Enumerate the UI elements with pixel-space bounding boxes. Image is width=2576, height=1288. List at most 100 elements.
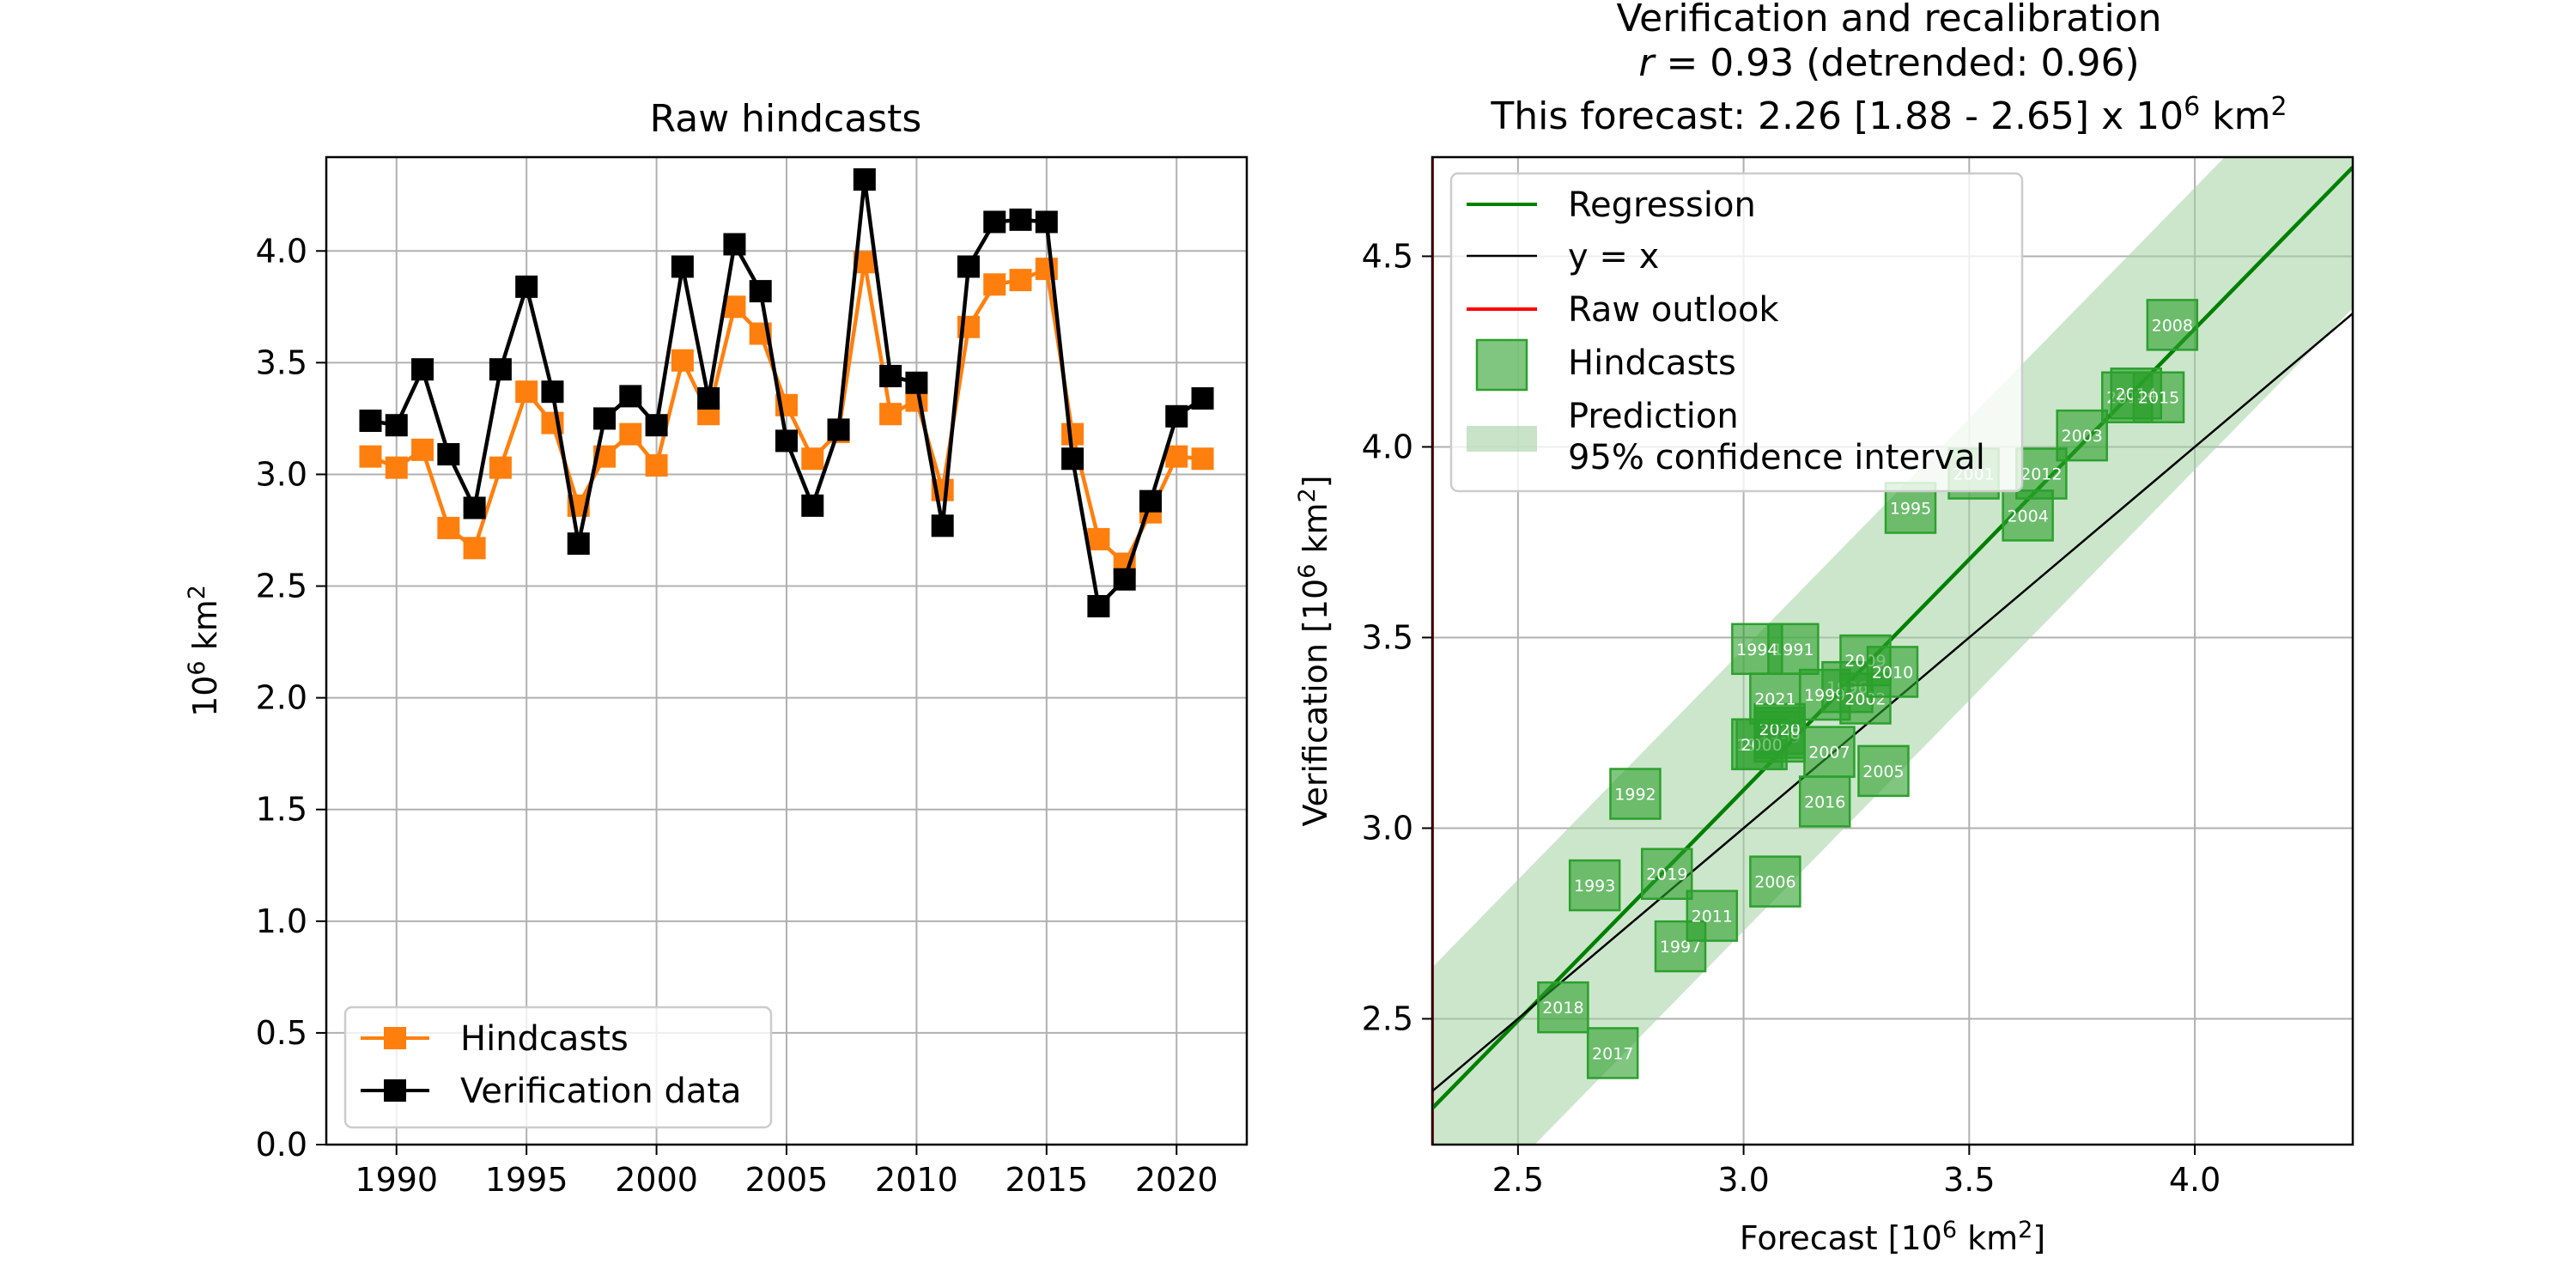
left-x-tick-label: 2020 [1135, 1161, 1218, 1199]
legend-hindcasts-scatter-label: Hindcasts [1568, 343, 1736, 383]
legend-ci-label: 95% confidence interval [1568, 438, 1985, 477]
legend-hindcasts-label: Hindcasts [460, 1019, 629, 1059]
left-x-tick-label: 2010 [875, 1161, 958, 1199]
hindcast-point [1803, 726, 1856, 778]
hindcast-point [1749, 672, 1801, 725]
hindcast-year-label: 2003 [2062, 427, 2103, 446]
right-plot-area: 1989199019911992199319941995199619971998… [1432, 157, 2353, 1145]
right-x-axis-label: Forecast [106 km2] [1740, 1217, 2045, 1257]
legend-prediction-label: Prediction [1568, 397, 1739, 436]
hindcast-year-label: 1999 [1804, 686, 1845, 705]
verification-marker [983, 210, 1006, 234]
hindcast-point [1609, 768, 1662, 820]
left-chart-title: Raw hindcasts [650, 97, 922, 141]
hindcast-year-label: 1995 [1890, 499, 1931, 518]
hindcast-marker [463, 537, 486, 560]
verification-marker [905, 371, 928, 394]
right-y-tick-label: 3.0 [1362, 809, 1413, 847]
hindcast-year-label: 2015 [2138, 389, 2179, 408]
hindcast-point [1798, 775, 1851, 828]
hindcast-point [1586, 1027, 1639, 1079]
right-x-tick-label: 4.0 [2169, 1161, 2221, 1199]
hindcast-year-label: 1994 [1736, 641, 1777, 659]
left-x-tick-label: 1990 [355, 1161, 438, 1199]
legend-hindcasts-marker [384, 1027, 406, 1049]
verification-marker [385, 414, 408, 437]
hindcast-marker [983, 273, 1006, 296]
verification-marker [1087, 594, 1110, 617]
verification-marker [1009, 208, 1032, 231]
left-y-tick-label: 1.5 [256, 791, 307, 829]
verification-marker [645, 414, 668, 437]
regression-line [1432, 166, 2353, 1110]
verification-marker [827, 418, 850, 441]
hindcast-year-label: 2012 [2020, 465, 2062, 484]
hindcast-marker [645, 454, 668, 477]
verification-marker [593, 407, 617, 430]
verification-marker [879, 364, 902, 387]
hindcast-point [1654, 920, 1707, 973]
legend-verification-label: Verification data [460, 1072, 742, 1111]
left-ticks: 1990 1995 2000 2005 2010 2015 2020 0.0 0.5 1.0 1.5… [256, 232, 1218, 1199]
hindcast-marker [359, 445, 382, 468]
hindcast-marker [1165, 445, 1188, 468]
left-legend-box [343, 1005, 773, 1129]
hindcast-year-label: 1992 [1614, 786, 1656, 805]
left-series [359, 168, 1214, 617]
hindcast-year-label: 2010 [1872, 663, 1913, 682]
hindcast-marker [1087, 527, 1110, 550]
verification-marker [1061, 447, 1084, 471]
verification-marker [853, 168, 876, 191]
right-axes-frame [1431, 155, 2354, 1146]
right-ticks: 2.5 3.0 3.5 4.0 2.5 3.0 3.5 4.0 4.5 [1362, 237, 2221, 1199]
left-y-tick-label: 3.5 [256, 343, 307, 381]
left-y-axis-label: 106 km2 [184, 585, 224, 717]
right-y-tick-label: 4.0 [1362, 428, 1413, 465]
right-y-tick-label: 2.5 [1362, 999, 1413, 1037]
verification-marker [931, 514, 954, 538]
hindcast-point [1568, 859, 1621, 912]
verification-marker [437, 443, 460, 466]
hindcast-marker [1009, 269, 1032, 292]
verification-marker [515, 275, 538, 298]
legend-verification-marker [384, 1079, 406, 1102]
hindcast-marker [385, 456, 408, 479]
hindcast-year-label: 2005 [1862, 762, 1904, 781]
verification-marker [567, 532, 590, 556]
left-x-tick-label: 1995 [485, 1161, 568, 1199]
verification-marker [619, 385, 642, 408]
hindcast-marker [489, 456, 512, 479]
hindcast-point [2146, 299, 2199, 351]
left-y-tick-label: 0.0 [256, 1126, 307, 1163]
hindcast-year-label: 1997 [1660, 938, 1701, 957]
legend-regression-label: Regression [1568, 185, 1756, 225]
legend-ci-patch [1467, 426, 1537, 452]
verification-marker [411, 358, 434, 381]
verification-marker [775, 429, 798, 453]
right-x-tick-label: 3.0 [1717, 1161, 1769, 1199]
left-y-tick-label: 4.0 [256, 232, 307, 270]
verification-marker [1139, 489, 1162, 513]
hindcast-marker [437, 516, 460, 539]
hindcast-year-label: 2021 [1754, 690, 1795, 709]
verification-marker [1191, 386, 1214, 410]
right-title-line1: Verification and recalibration [1616, 0, 2161, 40]
verification-marker [1165, 404, 1188, 428]
verification-marker [957, 255, 980, 278]
hindcast-marker [1191, 447, 1214, 471]
right-y-tick-label: 4.5 [1362, 237, 1413, 275]
legend-hindcasts-square [1475, 338, 1528, 392]
hindcast-point [1749, 855, 1801, 908]
left-y-tick-label: 0.5 [256, 1014, 307, 1052]
hindcast-year-label: 2011 [1692, 908, 1733, 927]
hindcast-marker [515, 380, 538, 404]
hindcast-point [1537, 981, 1589, 1034]
raw-hindcasts-panel: Raw hindcasts 1990 1995 2000 2005 2010 2015 20… [184, 97, 1249, 1199]
left-y-tick-label: 3.0 [256, 455, 307, 493]
hindcast-marker [411, 438, 434, 461]
verification-marker [697, 386, 720, 410]
hindcast-point [1857, 744, 1910, 798]
hindcast-year-label: 2007 [1808, 744, 1850, 762]
right-y-tick-label: 3.5 [1362, 618, 1413, 656]
right-x-tick-label: 3.5 [1943, 1161, 1995, 1199]
